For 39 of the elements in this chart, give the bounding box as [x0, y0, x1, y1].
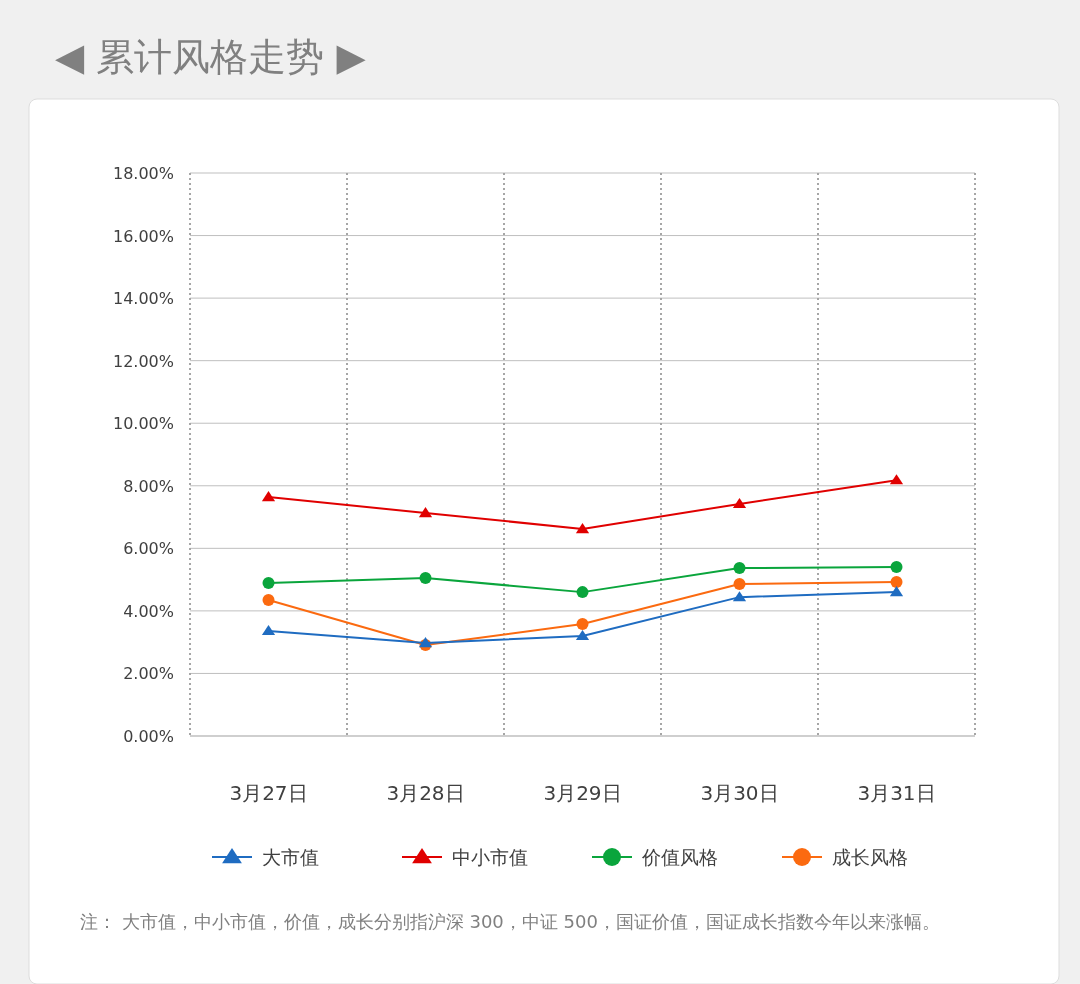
- legend-label: 中小市值: [452, 846, 528, 868]
- y-tick-label: 10.00%: [112, 414, 174, 434]
- y-tick-label: 16.00%: [112, 226, 174, 246]
- point: [890, 561, 903, 574]
- y-tick-label: 0.00%: [123, 727, 174, 746]
- point: [732, 497, 747, 509]
- point: [418, 506, 433, 518]
- point: [262, 593, 275, 606]
- text: 注： 大市值，中小市值，价值，成长分别指沪深 300，中证 500，国证价值，国证成长指数今年以来涨幅。: [80, 911, 940, 932]
- point: [262, 577, 275, 590]
- x-tick-label: 3月27日: [229, 781, 308, 805]
- chart-title: ◀ 累计风格走势 ▶: [55, 35, 367, 79]
- point: [733, 562, 746, 575]
- y-tick-label: 14.00%: [112, 289, 174, 309]
- point: [733, 577, 746, 590]
- legend-label: 价值风格: [641, 846, 718, 868]
- y-tick-label: 6.00%: [123, 539, 174, 559]
- point: [732, 591, 747, 602]
- x-tick-label: 3月31日: [857, 781, 936, 805]
- x-tick-label: 3月29日: [543, 781, 622, 805]
- point: [575, 522, 590, 534]
- point: [889, 586, 904, 597]
- point: [575, 629, 590, 641]
- y-tick-label: 8.00%: [123, 476, 174, 496]
- point: [261, 491, 276, 502]
- point: [419, 572, 432, 585]
- y-tick-label: 2.00%: [123, 664, 174, 684]
- point: [576, 586, 589, 599]
- point: [890, 576, 903, 589]
- x-tick-label: 3月30日: [700, 781, 779, 805]
- point: [576, 618, 589, 631]
- legend-label: 成长风格: [832, 846, 908, 868]
- y-tick-label: 18.00%: [112, 164, 174, 183]
- legend-label: 大市值: [262, 846, 319, 868]
- point: [261, 624, 276, 636]
- point: [889, 474, 904, 485]
- y-tick-label: 4.00%: [123, 601, 174, 621]
- x-tick-label: 3月28日: [386, 781, 465, 805]
- y-tick-label: 12.00%: [112, 351, 174, 371]
